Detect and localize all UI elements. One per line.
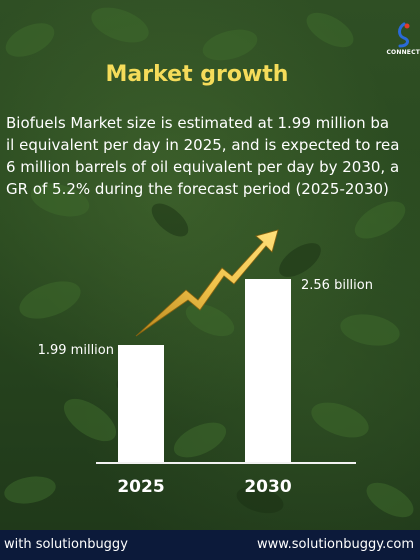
description-line: Biofuels Market size is estimated at 1.9…: [6, 114, 390, 132]
market-description: Biofuels Market size is estimated at 1.9…: [6, 112, 420, 200]
footer-bar: with solutionbuggy www.solutionbuggy.com: [0, 530, 420, 560]
data-label: 1.99 million: [38, 343, 114, 358]
description-line: 6 million barrels of oil equivalent per …: [6, 158, 400, 176]
footer-website-link[interactable]: www.solutionbuggy.com: [256, 537, 414, 552]
upward-zigzag-arrow-icon: [135, 229, 279, 337]
description-line: il equivalent per day in 2025, and is ex…: [6, 136, 400, 154]
bar-2025: [118, 345, 164, 462]
market-growth-chart: 2025 1.99 million 2030 2.56 billion: [38, 229, 373, 497]
brand-logo-text: CONNECT: [386, 49, 420, 56]
leaf-texture: [4, 7, 414, 518]
brand-logo[interactable]: CONNECT: [374, 18, 420, 62]
footer-brand-text: with solutionbuggy: [4, 537, 128, 552]
brand-logo-icon: [398, 22, 410, 48]
description-line: GR of 5.2% during the forecast period (2…: [6, 180, 389, 198]
x-tick-label: 2025: [117, 477, 164, 497]
bar-2030: [245, 279, 291, 462]
page-title: Market growth: [105, 62, 289, 87]
data-label: 2.56 billion: [301, 278, 373, 293]
x-tick-label: 2030: [244, 477, 291, 497]
